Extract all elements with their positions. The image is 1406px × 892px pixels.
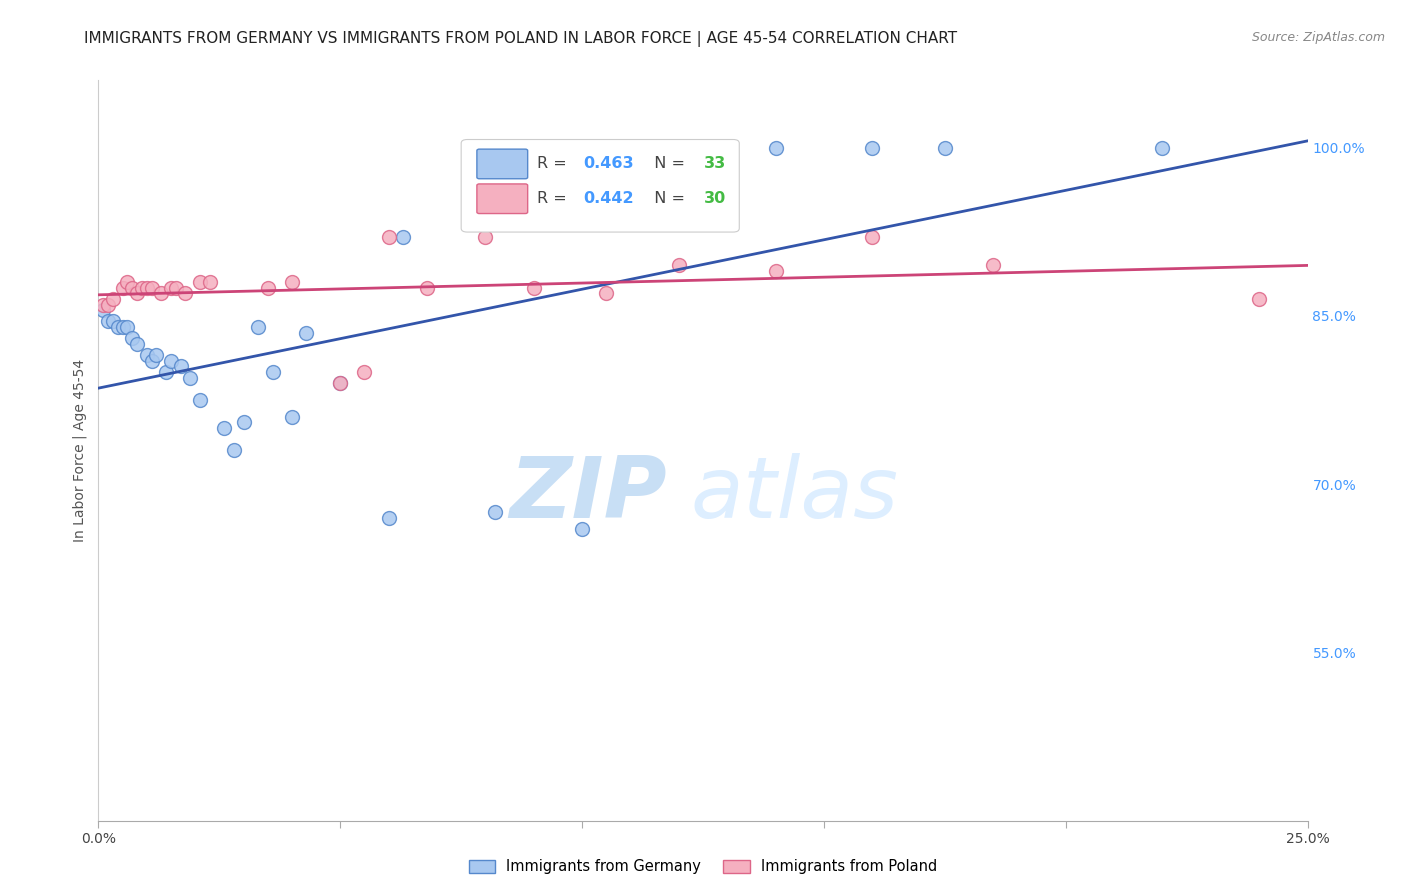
Point — [91, 298, 114, 312]
Point — [281, 275, 304, 289]
Point — [121, 331, 143, 345]
Point — [571, 522, 593, 536]
Point — [377, 510, 399, 524]
Point — [155, 365, 177, 379]
Point — [150, 286, 173, 301]
Point — [188, 275, 211, 289]
Point — [131, 281, 153, 295]
Point — [329, 376, 352, 391]
Text: N =: N = — [644, 191, 690, 206]
Point — [860, 230, 883, 244]
Text: 0.463: 0.463 — [583, 156, 634, 171]
Text: R =: R = — [537, 156, 572, 171]
Point — [392, 230, 415, 244]
Point — [145, 348, 167, 362]
Point — [97, 314, 120, 328]
Point — [377, 230, 399, 244]
Point — [256, 281, 278, 295]
Point — [198, 275, 221, 289]
Point — [212, 421, 235, 435]
Point — [222, 443, 245, 458]
Point — [484, 505, 506, 519]
Point — [135, 348, 157, 362]
Point — [127, 286, 149, 301]
Point — [329, 376, 352, 391]
Point — [765, 264, 787, 278]
Point — [127, 337, 149, 351]
Point — [160, 281, 183, 295]
Point — [353, 365, 375, 379]
Point — [416, 281, 439, 295]
Y-axis label: In Labor Force | Age 45-54: In Labor Force | Age 45-54 — [73, 359, 87, 542]
Text: atlas: atlas — [690, 453, 898, 536]
Point — [668, 259, 690, 273]
Point — [523, 281, 546, 295]
Text: IMMIGRANTS FROM GERMANY VS IMMIGRANTS FROM POLAND IN LABOR FORCE | AGE 45-54 COR: IMMIGRANTS FROM GERMANY VS IMMIGRANTS FR… — [84, 31, 957, 47]
Text: 30: 30 — [704, 191, 727, 206]
Point — [474, 230, 496, 244]
Point — [141, 281, 163, 295]
Point — [1152, 140, 1174, 154]
Point — [595, 286, 617, 301]
Point — [101, 292, 124, 306]
Point — [121, 281, 143, 295]
Point — [117, 320, 139, 334]
Point — [111, 281, 134, 295]
Point — [174, 286, 197, 301]
FancyBboxPatch shape — [477, 184, 527, 213]
Point — [141, 353, 163, 368]
Point — [188, 392, 211, 407]
Point — [281, 409, 304, 424]
Point — [101, 314, 124, 328]
Point — [179, 370, 201, 384]
Point — [860, 140, 883, 154]
Text: 0.442: 0.442 — [583, 191, 634, 206]
Point — [668, 174, 690, 188]
Point — [262, 365, 284, 379]
Point — [165, 281, 187, 295]
Point — [97, 298, 120, 312]
Text: N =: N = — [644, 156, 690, 171]
Point — [765, 140, 787, 154]
Point — [1249, 292, 1271, 306]
Point — [295, 326, 318, 340]
Text: Source: ZipAtlas.com: Source: ZipAtlas.com — [1251, 31, 1385, 45]
Text: ZIP: ZIP — [509, 453, 666, 536]
Point — [160, 353, 183, 368]
FancyBboxPatch shape — [477, 149, 527, 178]
Point — [169, 359, 191, 374]
Point — [111, 320, 134, 334]
Point — [981, 259, 1004, 273]
Point — [934, 140, 956, 154]
Point — [135, 281, 157, 295]
Legend: Immigrants from Germany, Immigrants from Poland: Immigrants from Germany, Immigrants from… — [463, 854, 943, 880]
Text: R =: R = — [537, 191, 572, 206]
Point — [247, 320, 270, 334]
Point — [117, 275, 139, 289]
Point — [91, 303, 114, 318]
Point — [232, 416, 254, 430]
FancyBboxPatch shape — [461, 139, 740, 232]
Text: 33: 33 — [704, 156, 727, 171]
Point — [107, 320, 129, 334]
